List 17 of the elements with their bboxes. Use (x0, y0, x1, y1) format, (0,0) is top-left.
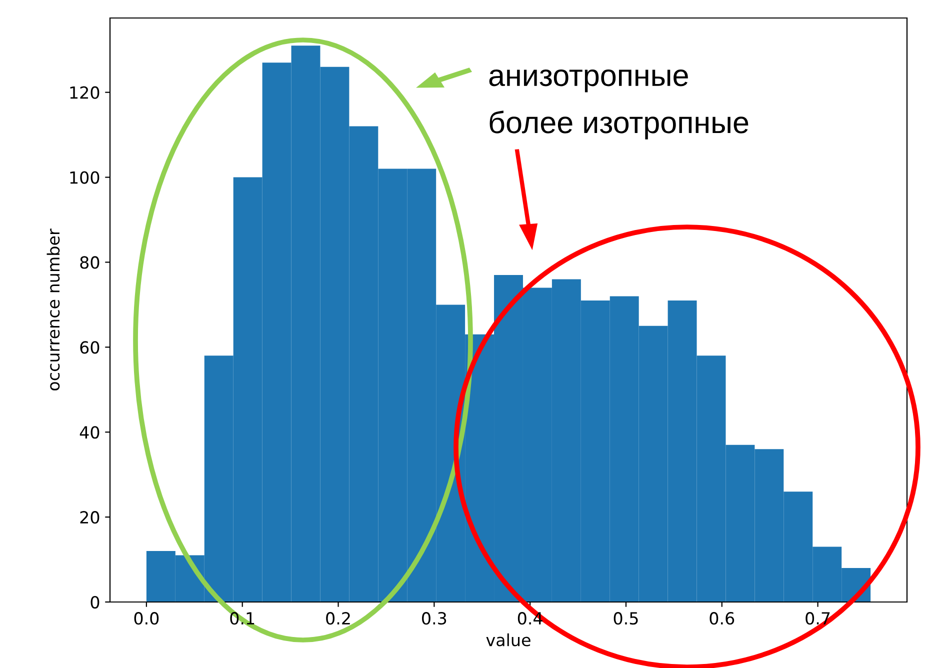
y-tick-label: 100 (70, 171, 100, 184)
x-tick-label: 0.3 (422, 612, 446, 625)
y-tick-label: 120 (70, 86, 100, 99)
x-tick-label: 0.2 (326, 612, 350, 625)
y-tick-label: 20 (80, 511, 100, 524)
x-tick-label: 0.6 (710, 612, 734, 625)
x-tick-label: 0.7 (806, 612, 830, 625)
y-tick-label: 80 (80, 256, 100, 269)
x-axis-title: value (486, 633, 530, 646)
y-axis-title: occurrence number (46, 228, 60, 390)
annotation: более изотропные (490, 110, 748, 140)
y-tick-label: 0 (90, 596, 100, 609)
y-tick-label: 40 (80, 426, 100, 439)
y-tick-label: 60 (80, 341, 100, 354)
x-tick-label: 0.5 (614, 612, 638, 625)
annotation: анизотропные (489, 69, 688, 92)
x-tick-label: 0.0 (134, 612, 159, 625)
